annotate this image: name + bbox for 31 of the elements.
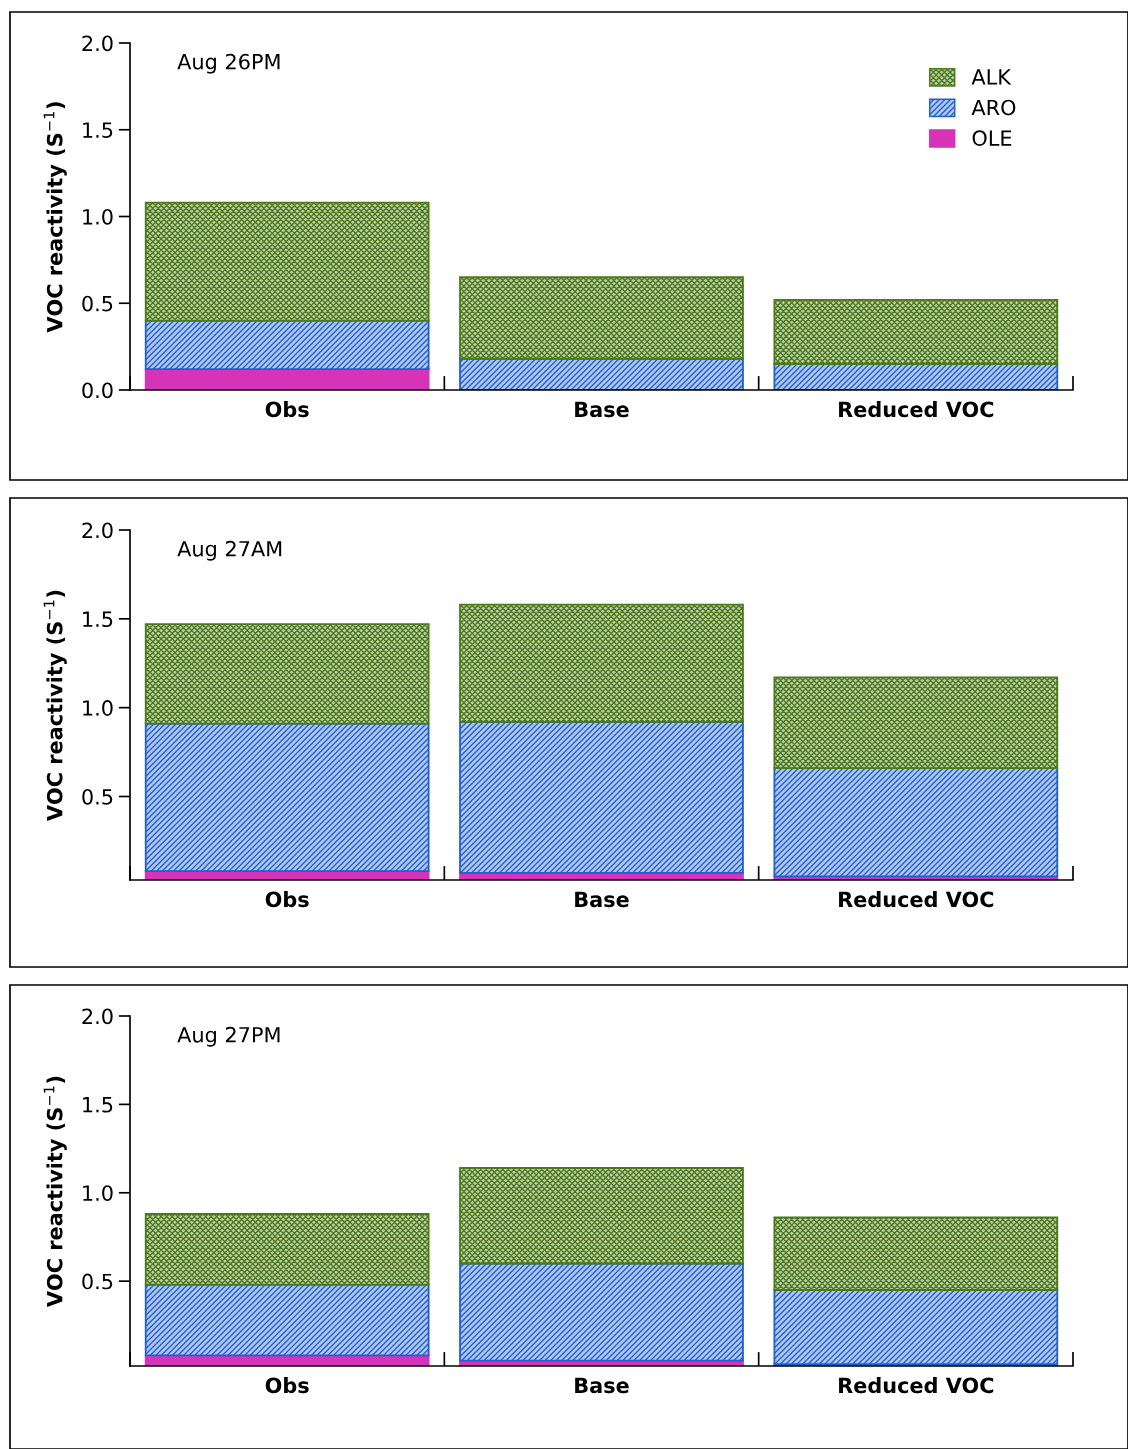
legend-label: ARO [971,99,1016,116]
legend-label: OLE [972,130,1012,146]
y-tick-label: 2.0 [82,522,113,539]
x-tick-label: Reduced VOC [839,1377,994,1394]
chart-title: Aug 27PM [177,1026,280,1047]
x-tick-label: Obs [265,891,309,908]
y-axis-title: VOC reactivity (S$^{−1}$) [43,102,67,333]
chart-title: Aug 26PM [177,53,280,74]
y-tick-label: 0.5 [82,788,113,805]
y-tick-label: 1.0 [83,700,113,716]
y-tick-label: 1.5 [83,122,113,138]
y-tick-label: 1.5 [83,611,113,628]
y-tick-label: 0.5 [82,1273,113,1290]
x-tick-label: Base [575,891,629,908]
y-tick-label: 1.0 [83,1185,113,1201]
y-axis-title: VOC reactivity (S$^{−1}$) [43,590,67,822]
legend-label: ALK [971,69,1012,85]
x-tick-label: Reduced VOC [839,401,994,418]
x-tick-label: Base [575,401,629,418]
x-tick-label: Base [575,1377,629,1394]
y-tick-label: 2.0 [82,1008,113,1025]
chart-title: Aug 27AM [177,540,282,561]
x-tick-label: Obs [265,1377,309,1394]
y-tick-label: 2.0 [82,35,113,52]
x-tick-label: Reduced VOC [839,891,994,908]
y-tick-label: 1.0 [83,208,113,225]
x-tick-label: Obs [265,401,309,418]
y-tick-label: 0.0 [82,382,113,399]
y-tick-label: 1.5 [83,1097,113,1113]
y-axis-title: VOC reactivity (S$^{−1}$) [43,1076,67,1308]
y-tick-label: 0.5 [82,295,113,312]
